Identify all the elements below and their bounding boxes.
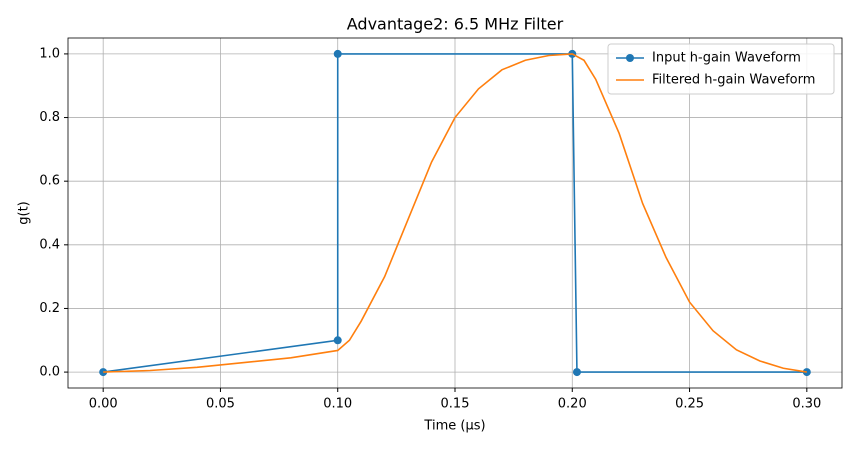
x-tick-label: 0.10 xyxy=(323,397,352,412)
legend-label: Filtered h-gain Waveform xyxy=(652,73,815,88)
plot-frame xyxy=(67,37,843,389)
legend-marker xyxy=(626,54,634,62)
legend-box xyxy=(607,43,835,95)
y-tick-label: 0.2 xyxy=(39,301,60,316)
series-line xyxy=(103,53,807,373)
x-tick-label: 0.30 xyxy=(792,397,821,412)
x-tick-label: 0.20 xyxy=(558,397,587,412)
y-tick-label: 0.0 xyxy=(39,365,60,380)
y-axis-label: g(t) xyxy=(17,201,32,225)
y-tick-label: 1.0 xyxy=(39,46,60,61)
y-tick-label: 0.6 xyxy=(39,174,60,189)
series-line xyxy=(103,53,807,373)
data-point xyxy=(333,49,342,58)
data-point xyxy=(572,368,581,377)
legend-label: Input h-gain Waveform xyxy=(652,51,801,66)
x-tick-label: 0.25 xyxy=(675,397,704,412)
data-point xyxy=(333,336,342,345)
x-tick-label: 0.05 xyxy=(206,397,235,412)
legend: Input h-gain Waveform Filtered h-gain Wav… xyxy=(607,43,835,95)
y-tick-label: 0.8 xyxy=(39,110,60,125)
x-axis-label: Time (μs) xyxy=(423,419,485,434)
chart-title: Advantage2: 6.5 MHz Filter xyxy=(347,15,564,34)
x-tick-label: 0.15 xyxy=(441,397,470,412)
y-tick-label: 0.4 xyxy=(39,237,60,252)
x-tick-label: 0.00 xyxy=(89,397,118,412)
